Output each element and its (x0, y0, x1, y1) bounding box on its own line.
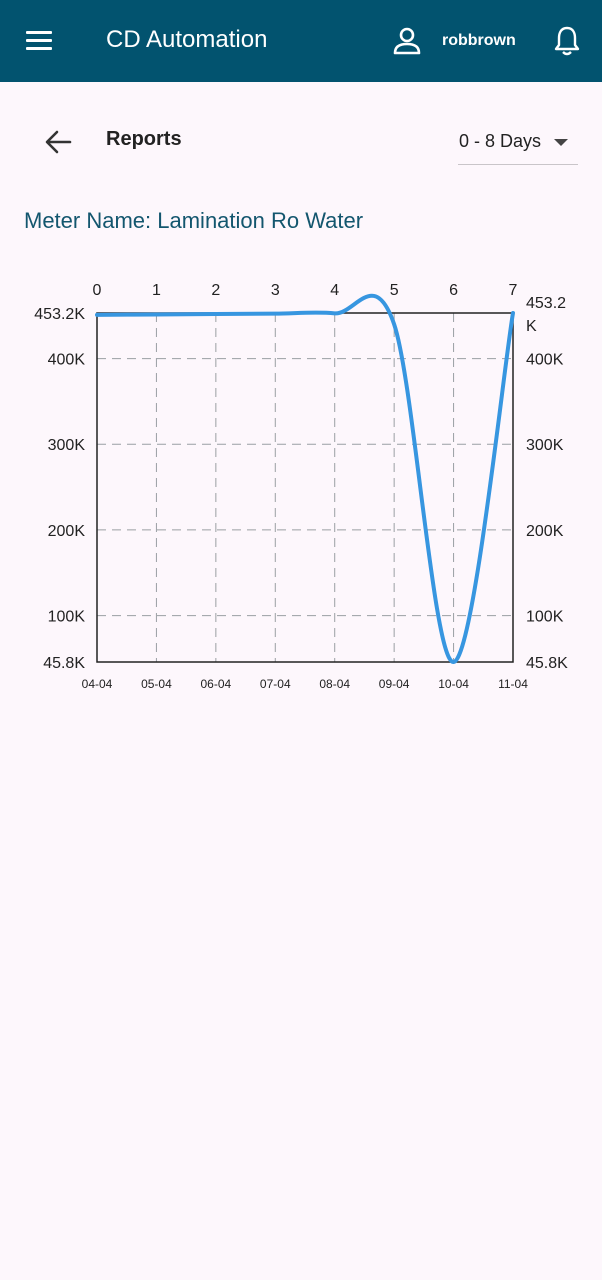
date-range-value: 0 - 8 Days (459, 131, 542, 151)
left-axis-tick-label: 400K (48, 352, 86, 369)
top-axis-tick-label: 1 (152, 282, 161, 299)
bottom-axis-tick-label: 10-04 (438, 677, 469, 691)
plot-frame (96, 312, 514, 663)
left-axis-tick-label: 45.8K (43, 655, 85, 672)
right-axis-tick-label: 200K (526, 523, 564, 540)
left-axis-tick-label: 300K (48, 437, 86, 454)
top-axis-tick-label: 6 (449, 282, 458, 299)
bottom-axis-tick-label: 04-04 (82, 677, 113, 691)
top-axis-tick-label: 3 (271, 282, 280, 299)
right-axis-tick-label: 400K (526, 352, 564, 369)
bottom-axis-tick-label: 09-04 (379, 677, 410, 691)
right-axis-tick-label: 100K (526, 609, 564, 626)
right-axis-tick-label: 453.2 K (526, 295, 566, 335)
bottom-axis-tick-label: 06-04 (201, 677, 232, 691)
date-range-dropdown[interactable]: 0 - 8 Days (458, 120, 578, 165)
bottom-axis-tick-label: 08-04 (319, 677, 350, 691)
meter-name: Meter Name: Lamination Ro Water (24, 208, 364, 233)
left-axis-tick-label: 100K (48, 609, 86, 626)
consumption-line-chart: 0 1 2 3 4 5 6 7 04-04 05-04 06-04 07-04 08-04 09-04 10… (34, 282, 568, 691)
left-axis-tick-label: 453.2K (34, 306, 85, 323)
bottom-axis-tick-label: 05-04 (141, 677, 172, 691)
username-label[interactable]: robbrown (442, 32, 516, 49)
top-axis-tick-label: 4 (330, 282, 339, 299)
right-axis-tick-label: 45.8K (526, 655, 568, 672)
user-icon[interactable] (392, 26, 422, 56)
page-title: Reports (106, 128, 182, 150)
bottom-axis-tick-label: 11-04 (498, 677, 528, 691)
top-axis-tick-label: 5 (390, 282, 399, 299)
menu-icon[interactable] (24, 28, 56, 54)
caret-down-icon (554, 139, 568, 146)
series-line (95, 294, 515, 664)
left-axis-tick-label: 200K (48, 523, 86, 540)
arrow-left-icon[interactable] (40, 124, 76, 160)
app-bar: CD Automation robbrown (0, 0, 602, 82)
app-title: CD Automation (106, 26, 268, 53)
top-axis-tick-label: 2 (211, 282, 220, 299)
right-axis-tick-label: 300K (526, 437, 564, 454)
top-axis-tick-label: 0 (93, 282, 102, 299)
bell-icon[interactable] (552, 25, 582, 57)
bottom-axis-tick-label: 07-04 (260, 677, 291, 691)
top-axis-tick-label: 7 (509, 282, 518, 299)
